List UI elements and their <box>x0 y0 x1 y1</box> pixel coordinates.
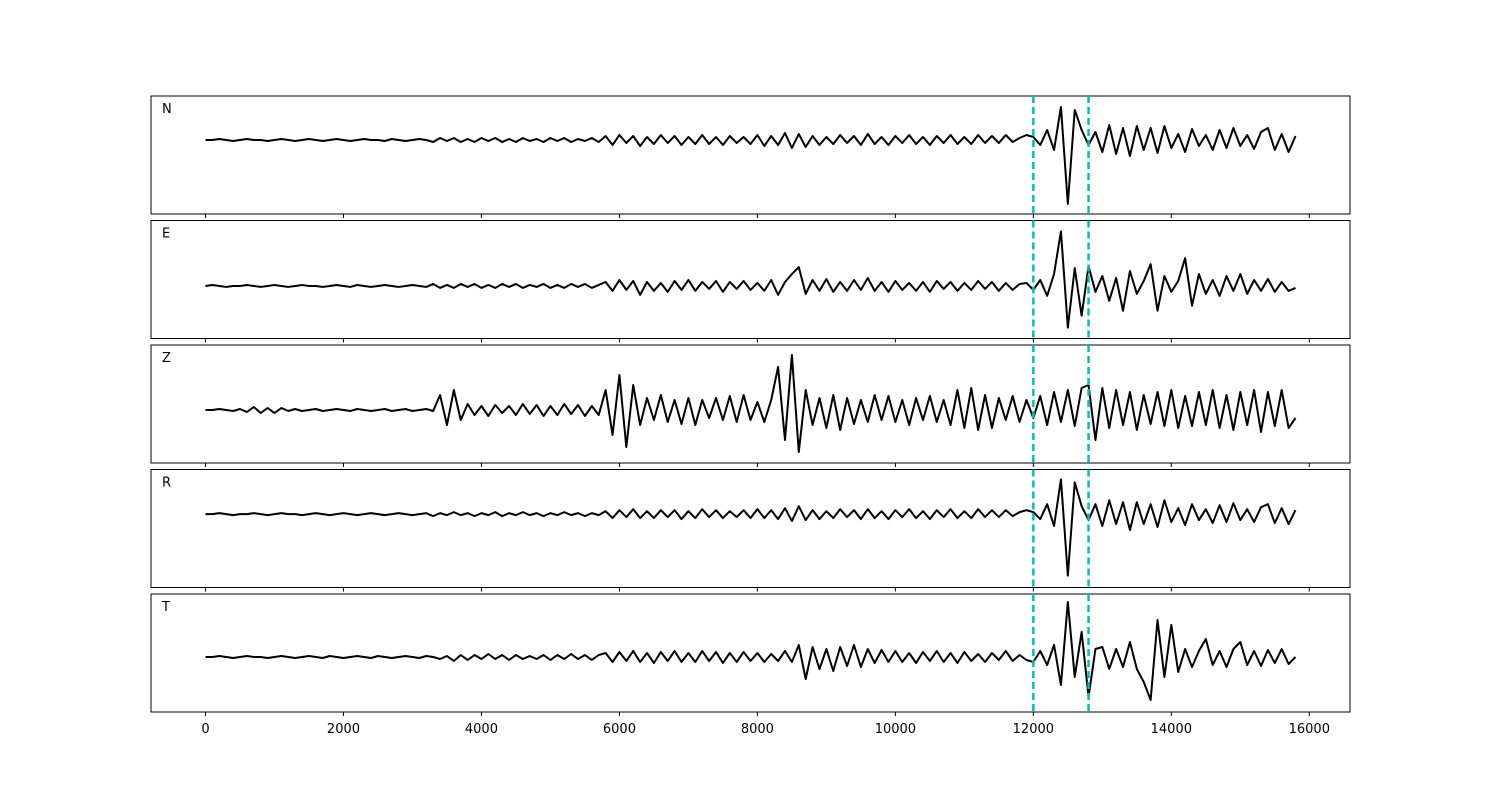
panel-label: N <box>162 102 172 117</box>
panel-frame <box>150 469 1351 588</box>
x-tick-label: 16000 <box>1289 722 1330 737</box>
panel-label: R <box>162 476 171 491</box>
panel-label: T <box>161 600 170 615</box>
trace <box>205 230 1296 329</box>
panel-frame <box>150 95 1351 215</box>
panel-label: Z <box>162 351 171 366</box>
x-tick-label: 10000 <box>875 722 916 737</box>
trace <box>205 601 1297 701</box>
panel-label: E <box>162 227 170 242</box>
panel-frame <box>150 220 1351 339</box>
x-tick-label: 14000 <box>1151 722 1192 737</box>
trace <box>205 106 1297 205</box>
x-tick-label: 0 <box>201 722 209 737</box>
trace <box>205 478 1297 577</box>
panel-frame <box>150 344 1351 464</box>
x-tick-label: 4000 <box>465 722 498 737</box>
x-tick-label: 2000 <box>327 722 360 737</box>
x-tick-label: 12000 <box>1013 722 1054 737</box>
x-tick-label: 8000 <box>741 722 774 737</box>
panel-frame <box>150 593 1351 713</box>
x-tick-label: 6000 <box>603 722 636 737</box>
trace <box>205 354 1297 453</box>
